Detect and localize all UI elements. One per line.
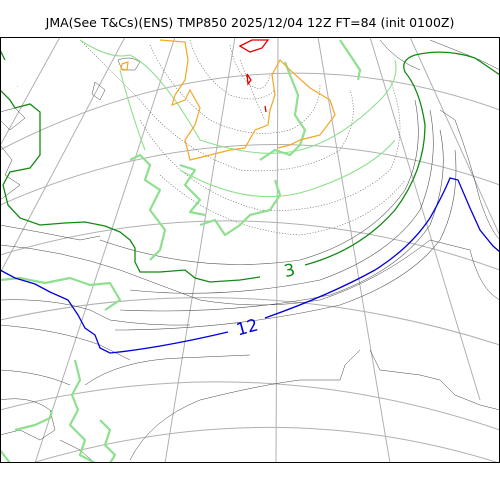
contour-label-3: 3 — [282, 260, 297, 282]
spread-contours — [0, 39, 397, 463]
graticule — [0, 37, 500, 463]
blue-12-contour — [0, 269, 229, 354]
green-3-contour-east — [304, 51, 500, 266]
red-contour — [238, 39, 270, 53]
red-small-contour — [246, 73, 252, 86]
green-3-contour — [0, 89, 261, 283]
map-title: JMA(See T&Cs)(ENS) TMP850 2025/12/04 12Z… — [45, 15, 455, 30]
map-marker: · — [205, 137, 207, 143]
map-background — [0, 37, 500, 463]
thin-contours — [99, 99, 457, 331]
map-marker: · — [17, 84, 19, 90]
coastlines — [0, 39, 500, 463]
orange-small-contour — [120, 61, 129, 71]
orange-contour — [159, 39, 336, 161]
red-tiny-contour — [264, 105, 267, 113]
blue-12-contour-east — [264, 177, 500, 319]
